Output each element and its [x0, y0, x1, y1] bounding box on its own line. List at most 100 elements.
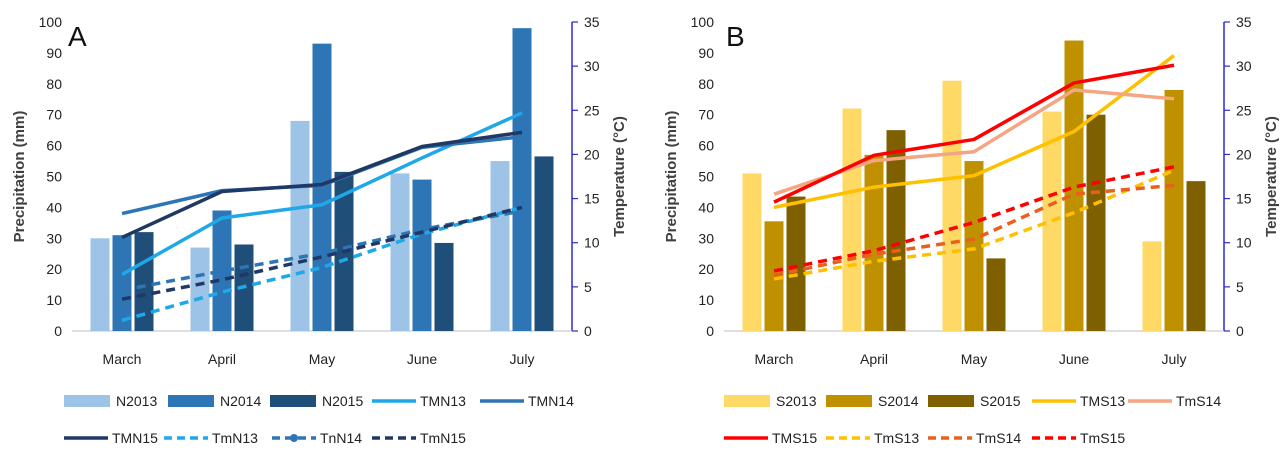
y2-tick-label: 25 [584, 102, 600, 118]
legend-item-n2015: N2015 [270, 393, 363, 409]
x-tick-label-april: April [208, 351, 236, 367]
legend-label-s2015: S2015 [980, 393, 1021, 409]
x-tick-label-march: March [755, 351, 794, 367]
bar-s2014-june [1064, 40, 1084, 331]
legend-label-tms15: TMS15 [772, 430, 817, 446]
y-tick-label: 0 [706, 323, 714, 339]
legend-swatch-s2013 [724, 395, 770, 407]
y-tick-label: 10 [698, 292, 714, 308]
legend-item-tmn15: TmN15 [372, 430, 466, 446]
bar-n2013-may [290, 120, 310, 331]
legend-swatch-n2015 [270, 395, 316, 407]
bar-n2014-july [512, 28, 532, 332]
legend-label-tms13: TmS13 [874, 430, 919, 446]
y2-tick-label: 35 [1236, 14, 1252, 30]
y-tick-label: 60 [46, 138, 62, 154]
legend-item-s2014: S2014 [826, 393, 919, 409]
line-series-tms13 [773, 168, 1175, 281]
y2-tick-label: 20 [584, 146, 600, 162]
legend-item-tms13: TmS13 [826, 430, 919, 446]
x-tick-label-march: March [103, 351, 142, 367]
y-axis-title: Precipitation (mm) [11, 111, 28, 243]
legend-item-n2013: N2013 [64, 393, 157, 409]
x-tick-label-july: July [510, 351, 535, 367]
legend-label-tmn15: TmN15 [420, 430, 466, 446]
chart-panel-b: B 0 10 20 30 40 50 60 70 80 90 100 0 5 10 15 20 25 30 35 Pre… [663, 14, 1280, 446]
y-tick-label: 60 [698, 138, 714, 154]
legend-item-tms13: TMS13 [1032, 393, 1125, 409]
y-tick-label: 10 [46, 292, 62, 308]
legend-label-tms15: TmS15 [1080, 430, 1125, 446]
x-tick-label-july: July [1162, 351, 1187, 367]
bar-n2013-april [190, 247, 210, 331]
legend-item-tms14: TmS14 [1128, 393, 1221, 409]
legend-item-n2014: N2014 [168, 393, 261, 409]
y-tick-label: 0 [54, 323, 62, 339]
line-series-tms14 [773, 183, 1175, 278]
y2-tick-label: 30 [584, 58, 600, 74]
y2-axis-title: Temperature (°C) [1263, 116, 1280, 237]
y2-tick-label: 15 [1236, 191, 1252, 207]
bar-s2015-june [1086, 114, 1106, 331]
y-tick-label: 40 [698, 199, 714, 215]
y2-tick-label: 5 [1236, 279, 1244, 295]
legend-label-n2013: N2013 [116, 393, 157, 409]
bar-s2015-may [986, 258, 1006, 331]
bar-s2014-july [1164, 89, 1184, 331]
legend-label-tmn13: TMN13 [420, 393, 466, 409]
y-tick-label: 100 [691, 14, 715, 30]
y-tick-label: 90 [698, 45, 714, 61]
line-series-tmn15 [121, 130, 523, 240]
bar-s2015-july [1186, 181, 1206, 331]
bar-s2013-march [742, 173, 762, 331]
y-tick-label: 50 [46, 169, 62, 185]
bar-n2013-march [90, 238, 110, 331]
legend-label-s2013: S2013 [776, 393, 817, 409]
legend-swatch-s2014 [826, 395, 872, 407]
line-series-tms15 [773, 63, 1175, 204]
bar-n2014-june [412, 179, 432, 331]
x-tick-label-june: June [1059, 351, 1090, 367]
legend-label-tmn13: TmN13 [212, 430, 258, 446]
legend-item-s2013: S2013 [724, 393, 817, 409]
y2-tick-label: 20 [1236, 146, 1252, 162]
y-tick-label: 100 [39, 14, 63, 30]
y2-tick-label: 35 [584, 14, 600, 30]
legend-label-tms13: TMS13 [1080, 393, 1125, 409]
y2-tick-label: 10 [584, 235, 600, 251]
legend-item-tmn13: TMN13 [372, 393, 466, 409]
y-tick-label: 80 [698, 76, 714, 92]
legend-label-tnn14: TnN14 [320, 430, 362, 446]
legend-label-tms14: TmS14 [976, 430, 1021, 446]
legend-swatch-n2014 [168, 395, 214, 407]
bar-s2013-may [942, 80, 962, 332]
y-tick-label: 30 [698, 230, 714, 246]
legend-marker-tnn14 [290, 434, 298, 442]
legend-item-s2015: S2015 [928, 393, 1021, 409]
line-series-tms13 [773, 54, 1176, 210]
y-tick-label: 90 [46, 45, 62, 61]
point-tnn14-april [218, 266, 226, 275]
chart-panel-a: A 0 10 20 30 40 50 60 70 80 90 100 0 5 10 15 20 25 30 35 Pre… [11, 14, 628, 446]
y2-tick-label: 0 [584, 323, 592, 339]
legend-swatch-n2013 [64, 395, 110, 407]
bar-s2015-march [786, 196, 806, 331]
point-tnn14-march [118, 286, 126, 295]
legend-label-tms14: TmS14 [1176, 393, 1221, 409]
bar-s2013-april [842, 108, 862, 332]
x-tick-label-april: April [860, 351, 888, 367]
bar-n2013-june [390, 173, 410, 331]
y2-tick-label: 15 [584, 191, 600, 207]
x-tick-label-june: June [407, 351, 438, 367]
legend-item-tmn13: TmN13 [164, 430, 258, 446]
legend-label-n2015: N2015 [322, 393, 363, 409]
y2-tick-label: 30 [1236, 58, 1252, 74]
x-tick-label-may: May [961, 351, 987, 367]
bar-n2014-march [112, 235, 132, 331]
bar-s2014-may [964, 161, 984, 331]
legend-label-tmn14: TMN14 [528, 393, 574, 409]
legend-item-tms15: TMS15 [724, 430, 817, 446]
y2-tick-label: 5 [584, 279, 592, 295]
legend-label-n2014: N2014 [220, 393, 261, 409]
